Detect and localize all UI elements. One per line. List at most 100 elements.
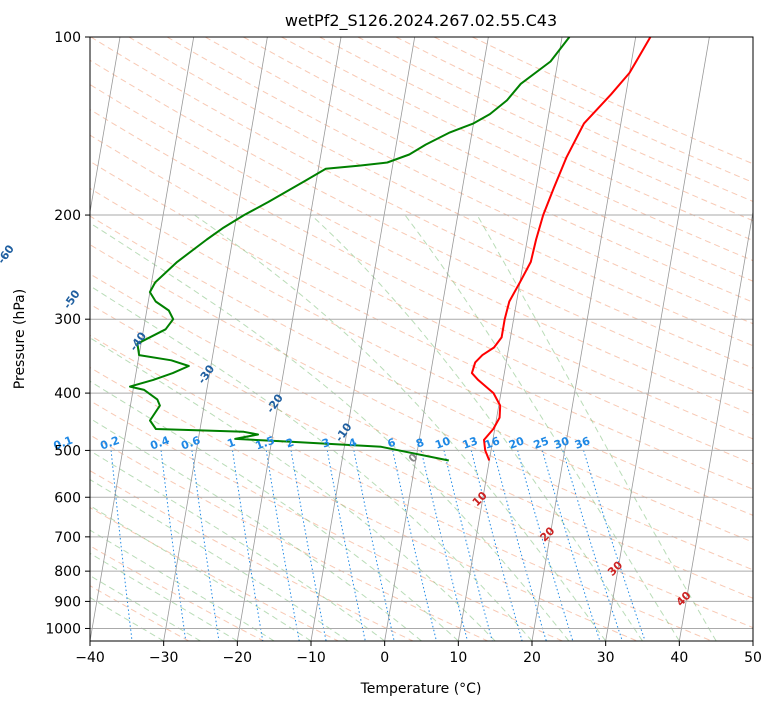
moist-adiabat (90, 285, 533, 641)
mixing-ratio-label: 4 (347, 436, 359, 451)
dry-adiabat (433, 37, 753, 183)
dry-adiabat (90, 366, 638, 641)
mixing-ratio-line (110, 450, 133, 641)
dry-adiabat (90, 545, 264, 641)
inline-labels: -100-90-80-70-60-50-40-30-20-100.10.20.4… (0, 242, 694, 609)
isotherm (310, 37, 416, 641)
isotherm (457, 37, 563, 641)
mixing-ratio-line (470, 450, 523, 641)
mixing-ratio-label: 10 (433, 434, 452, 452)
dry-adiabat (90, 244, 753, 571)
x-tick-label: 10 (449, 650, 467, 666)
isotherm (90, 37, 121, 215)
dry-adiabat (90, 273, 753, 599)
dry-adiabat (90, 303, 753, 629)
dry-adiabat (395, 37, 753, 202)
dry-adiabat (90, 37, 753, 369)
dry-adiabat (90, 400, 563, 641)
mixing-ratio-label: 0.6 (179, 434, 202, 453)
x-tick-label: 30 (597, 650, 615, 666)
mixing-ratio-line (353, 450, 395, 641)
mixing-ratio-label: 1 (226, 436, 238, 451)
dry-adiabat (243, 37, 753, 282)
dry-adiabat (90, 506, 339, 641)
moist-adiabat (476, 214, 717, 641)
moist-adiabat (90, 529, 275, 641)
mixing-ratio-label: 30 (552, 434, 571, 452)
y-axis: 100 200 300 400 500 600 700 800 900 1000 (45, 30, 90, 637)
moist-adiabat (404, 214, 680, 641)
dry-adiabat (90, 84, 753, 416)
dry-adiabat (90, 108, 753, 440)
dry-adiabat (281, 37, 753, 262)
mixing-ratio-line (160, 450, 187, 641)
moist-adiabat (90, 337, 496, 641)
x-tick-label: −20 (223, 650, 253, 666)
moist-adiabat (90, 596, 164, 641)
isotherm (236, 37, 342, 641)
y-tick-label: 300 (54, 312, 81, 328)
mixing-ratio-line (517, 450, 574, 641)
y-tick-label: 400 (54, 386, 81, 402)
y-tick-label: 700 (54, 530, 81, 546)
mixing-ratio-line (232, 450, 264, 641)
moist-adiabat (90, 575, 201, 641)
isotherm-label: -60 (0, 242, 17, 266)
x-tick-label: 20 (523, 650, 541, 666)
dry-adiabat (90, 134, 753, 465)
x-axis: −40 −30 −20 −10 0 10 20 30 40 50 (75, 641, 762, 666)
y-tick-label: 100 (54, 30, 81, 46)
dry-adiabat (90, 585, 190, 641)
dry-adiabat (472, 37, 753, 165)
dry-adiabat (90, 187, 753, 516)
temperature-label: 40 (674, 589, 694, 609)
mixing-ratio-line (191, 450, 220, 641)
temperature-label: 30 (605, 558, 625, 578)
chart-title: wetPf2_S126.2024.267.02.55.C43 (285, 11, 557, 31)
mixing-ratio-label: 20 (507, 434, 526, 452)
mixing-ratio-label: 13 (461, 434, 480, 451)
mixing-ratio-label: 36 (573, 434, 592, 452)
mixing-ratio-line (443, 450, 493, 641)
y-axis-label: Pressure (hPa) (12, 289, 28, 389)
isotherm (605, 37, 710, 641)
mixing-ratio-label: 0.2 (99, 434, 122, 453)
moist-adiabat (90, 478, 349, 641)
mixing-ratio-line (392, 450, 437, 641)
mixing-ratio-label: 25 (532, 434, 551, 451)
grid-lines (90, 37, 753, 641)
x-tick-label: 40 (670, 650, 688, 666)
moist-adiabat (90, 505, 312, 641)
mixing-ratio-line (492, 450, 547, 641)
y-tick-label: 1000 (45, 621, 81, 637)
moist-adiabat (90, 380, 459, 641)
dry-adiabat (204, 37, 753, 303)
isotherm-label: -40 (127, 329, 149, 353)
mixing-ratio-label: 1.5 (254, 434, 277, 453)
isotherm (531, 37, 637, 641)
isotherm (163, 37, 268, 641)
mixing-ratio-label: 8 (414, 436, 426, 451)
mixing-ratio-label: 0.1 (52, 434, 75, 453)
profile-line-0 (470, 37, 652, 461)
profile-line-1 (129, 37, 571, 462)
y-tick-label: 200 (54, 208, 81, 224)
isotherm (384, 37, 489, 641)
mixing-ratio-line (562, 450, 623, 641)
mixing-ratio-line (583, 450, 646, 641)
y-tick-label: 800 (54, 564, 81, 580)
temperature-label: 10 (470, 489, 490, 509)
dry-adiabat (357, 37, 753, 222)
moist-adiabat (90, 450, 385, 641)
isotherm (752, 638, 753, 641)
background-lines (90, 37, 753, 641)
x-tick-label: −40 (75, 650, 105, 666)
dry-adiabat (128, 37, 753, 347)
isotherm-label: -50 (61, 287, 83, 311)
moist-adiabat (310, 214, 643, 641)
mixing-ratio-label: 0.4 (149, 434, 172, 453)
temperature-label: 20 (537, 524, 557, 544)
x-axis-label: Temperature (°C) (360, 681, 482, 697)
moist-adiabat (90, 552, 238, 641)
